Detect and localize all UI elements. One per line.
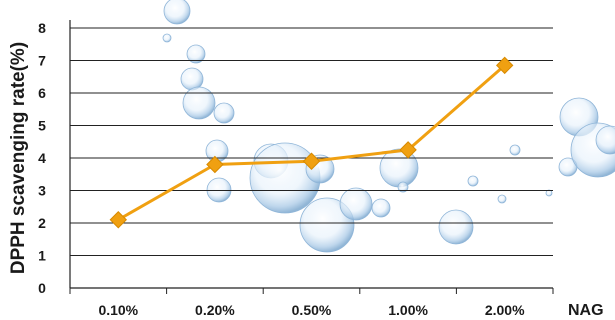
data-point-marker (206, 155, 224, 174)
y-tick-label: 3 (38, 183, 46, 199)
data-point-marker (495, 56, 514, 75)
y-tick-label: 5 (38, 118, 46, 134)
data-point-marker (302, 152, 321, 170)
bubble-decoration (509, 144, 521, 156)
bubble-decoration (339, 187, 373, 221)
y-tick-label: 0 (38, 280, 46, 296)
y-tick-labels: 0 1 2 3 4 5 6 7 8 (38, 20, 46, 296)
bubble-decoration (299, 197, 355, 253)
x-tick-label: 2.00% (485, 302, 525, 318)
bubble-decoration (379, 148, 419, 188)
y-tick-label: 7 (38, 53, 46, 69)
x-tick-label: 0.20% (195, 302, 235, 318)
data-point-marker (399, 141, 417, 159)
y-tick-label: 4 (38, 150, 46, 166)
gridlines (70, 27, 553, 256)
x-axis-label: NAG (568, 302, 604, 319)
data-point-marker (109, 211, 128, 229)
bubble-decoration (162, 33, 172, 43)
y-tick-label: 1 (38, 248, 46, 264)
bubble-decoration (397, 181, 409, 193)
bubble-decoration (595, 125, 615, 155)
bubble-decoration (467, 175, 479, 187)
bubble-decoration (497, 194, 507, 204)
bubble-decoration (438, 209, 474, 245)
y-axis-label: DPPH scavenging rate(%) (8, 42, 29, 274)
x-tick-labels: 0.10% 0.20% 0.50% 1.00% 2.00% (98, 302, 525, 318)
bubble-decoration (371, 198, 391, 218)
bubble-decoration (186, 44, 206, 64)
y-tick-label: 6 (38, 85, 46, 101)
x-tick-label: 0.50% (292, 302, 332, 318)
bubble-decoration (182, 86, 216, 120)
x-tick-label: 1.00% (388, 302, 428, 318)
y-tick-label: 2 (38, 215, 46, 231)
bubble-decoration (163, 0, 191, 25)
axes (69, 20, 554, 294)
bubble-decoration (213, 102, 235, 124)
x-tick-label: 0.10% (98, 302, 138, 318)
data-series (109, 56, 514, 229)
y-tick-label: 8 (38, 20, 46, 36)
